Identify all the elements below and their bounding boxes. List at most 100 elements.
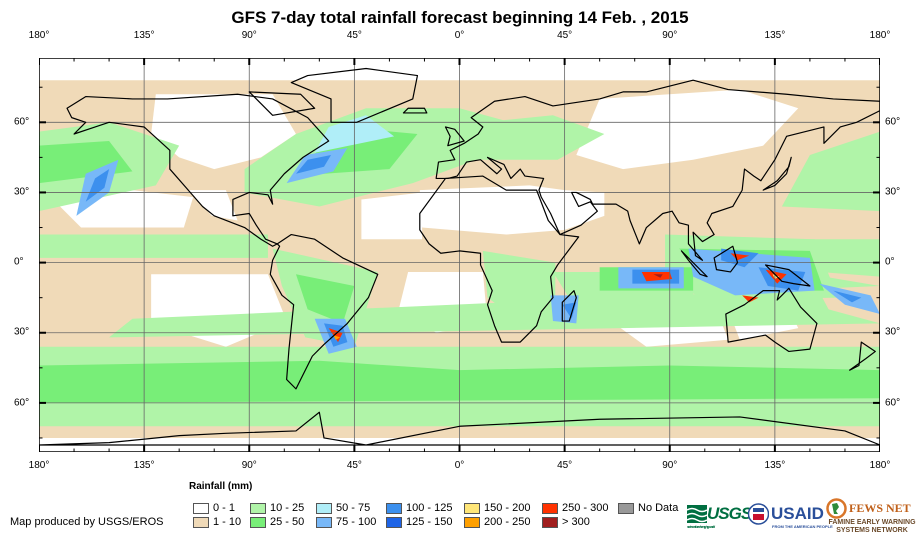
rainfall-map [39, 58, 880, 452]
credit-text: Map produced by USGS/EROS [10, 516, 164, 528]
lon-label-bottom: 45° [557, 460, 573, 471]
coastline-greenland [291, 69, 417, 123]
coastline-eurasia [436, 80, 880, 260]
rainfall-zone [188, 190, 238, 221]
lat-label-left: 60° [14, 116, 30, 128]
legend-item: No Data [618, 502, 678, 514]
usgs-tagline: science for a changing world [687, 524, 715, 529]
fews-tagline: FAMINE EARLY WARNING SYSTEMS NETWORK [828, 519, 916, 534]
coastline-britain [445, 127, 464, 146]
legend-label: No Data [638, 502, 679, 514]
lon-label-top: 180° [28, 30, 50, 41]
usaid-us-text: USAID [771, 504, 824, 523]
legend-swatch [464, 502, 480, 514]
usaid-tagline: FROM THE AMERICAN PEOPLE [772, 524, 833, 529]
legend-swatch [250, 516, 266, 528]
rainfall-zone [641, 271, 673, 282]
rainfall-zone [419, 185, 605, 235]
legend-label: 100 - 125 [406, 502, 453, 514]
lon-label-top: 90° [662, 30, 678, 41]
rainfall-zone [295, 155, 332, 174]
lat-label-right: 60° [885, 397, 901, 409]
lat-label-right: 30° [885, 186, 901, 198]
lon-label-bottom: 90° [662, 460, 678, 471]
usaid-seal-icon [748, 503, 769, 525]
legend-item: 0 - 1 [193, 502, 235, 514]
usgs-logo: USGS science for a changing world [687, 500, 752, 529]
legend-item: > 300 [542, 516, 590, 528]
legend-label: 1 - 10 [213, 516, 242, 528]
lat-label-right: 0° [885, 256, 895, 268]
rainfall-zone [482, 250, 556, 329]
lon-label-bottom: 180° [28, 460, 50, 471]
lon-label-bottom: 180° [869, 460, 891, 471]
lat-label-left: 60° [14, 397, 30, 409]
rainfall-zone [39, 234, 268, 258]
rainfall-zone [781, 131, 880, 212]
coastline-sumatra [681, 251, 707, 277]
legend-label: 75 - 100 [336, 516, 377, 528]
lon-label-bottom: 45° [346, 460, 362, 471]
coastline-north-america [67, 94, 329, 246]
lat-label-right: 30° [885, 326, 901, 338]
legend-label: 10 - 25 [270, 502, 305, 514]
legend-swatch [542, 502, 558, 514]
lon-label-top: 90° [241, 30, 257, 41]
lat-label-right: 60° [885, 116, 901, 128]
lon-label-top: 45° [346, 30, 362, 41]
legend-label: 150 - 200 [484, 502, 531, 514]
legend-swatch [542, 516, 558, 528]
legend-item: 200 - 250 [464, 516, 530, 528]
lon-label-top: 0° [454, 30, 465, 41]
legend-item: 10 - 25 [250, 502, 304, 514]
legend-label: 0 - 1 [213, 502, 236, 514]
rainfall-zone [653, 274, 663, 278]
rainfall-zone [361, 192, 423, 240]
coastline-new-zealand [850, 342, 876, 370]
legend-swatch [618, 502, 634, 514]
coastline-australia [726, 288, 817, 351]
legend-title: Rainfall (mm) [189, 481, 253, 492]
lon-label-bottom: 135° [133, 460, 155, 471]
rainfall-zone [295, 274, 355, 324]
legend-item: 75 - 100 [316, 516, 376, 528]
legend-label: 250 - 300 [562, 502, 609, 514]
lat-label-left: 30° [14, 326, 30, 338]
legend-item: 100 - 125 [386, 502, 452, 514]
coastline-borneo [714, 246, 737, 272]
legend-item: 125 - 150 [386, 516, 452, 528]
legend-item: 50 - 75 [316, 502, 370, 514]
legend-item: 150 - 200 [464, 502, 530, 514]
coastline-new-guinea [766, 265, 810, 286]
legend-swatch [193, 502, 209, 514]
coastline-madagascar [562, 291, 576, 321]
legend-swatch [316, 516, 332, 528]
coastline-baffin [249, 92, 314, 115]
coastline-africa [420, 176, 579, 342]
legend-label: 50 - 75 [336, 502, 371, 514]
fews-net-logo: FEWS NET [826, 497, 911, 519]
rainfall-zone [459, 115, 605, 160]
lon-label-bottom: 135° [764, 460, 786, 471]
rainfall-zone [328, 328, 343, 343]
usaid-logo: USAID FROM THE AMERICAN PEOPLE [748, 500, 833, 529]
legend-item: 1 - 10 [193, 516, 241, 528]
legend-label: 200 - 250 [484, 516, 531, 528]
rainfall-zone [576, 89, 799, 170]
legend-label: 25 - 50 [270, 516, 305, 528]
rainfall-zone [333, 335, 341, 340]
legend-swatch [250, 502, 266, 514]
lat-label-left: 0° [14, 256, 24, 268]
fews-text: FEWS NET [849, 500, 911, 515]
lon-label-top: 135° [133, 30, 155, 41]
usgs-logo-text: USGS [707, 504, 752, 523]
legend-label: > 300 [562, 516, 590, 528]
lon-label-top: 45° [557, 30, 573, 41]
legend-swatch [386, 502, 402, 514]
legend-swatch [386, 516, 402, 528]
rainfall-zone [772, 274, 780, 279]
lon-label-bottom: 90° [241, 460, 257, 471]
coastline-antarctica-coast [39, 412, 880, 445]
legend-swatch [316, 502, 332, 514]
legend-swatch [193, 516, 209, 528]
